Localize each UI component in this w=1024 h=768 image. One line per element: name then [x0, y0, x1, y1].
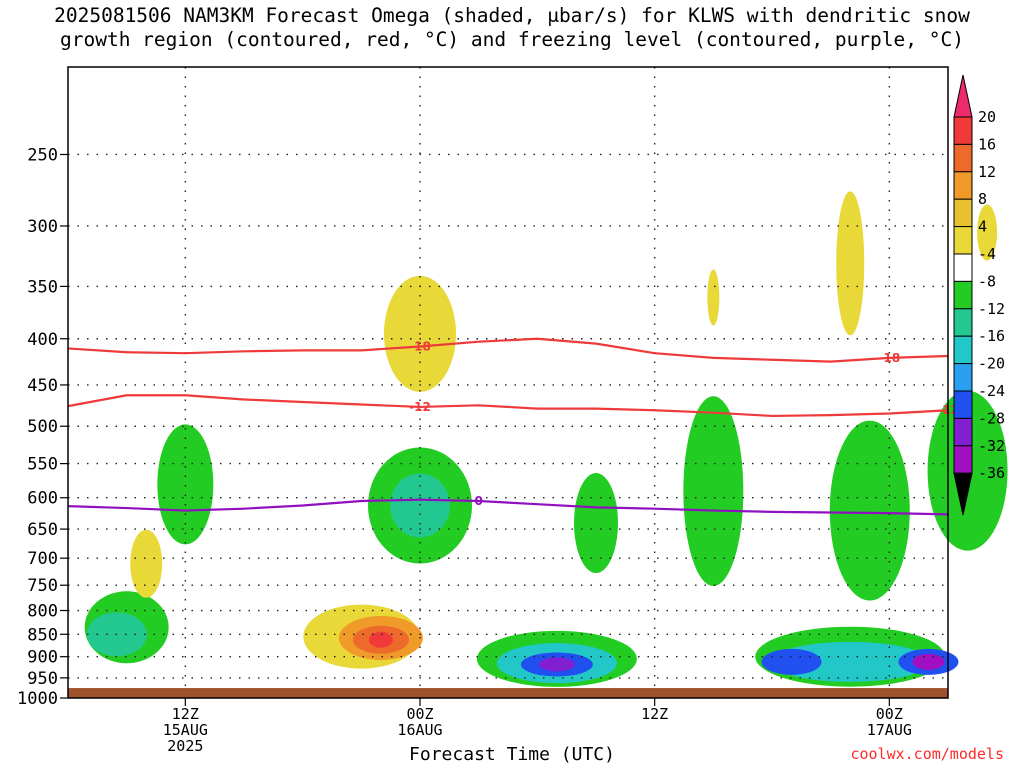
contour-label: -18 [409, 340, 431, 354]
x-tick-label: 12Z [641, 705, 668, 723]
y-tick-label: 350 [27, 277, 58, 297]
x-tick-label: 17AUG [867, 721, 912, 739]
colorbar-swatch [953, 417, 973, 447]
colorbar-label: -8 [978, 272, 996, 290]
x-tick-label: 2025 [167, 737, 203, 755]
colorbar-swatch [953, 253, 973, 282]
contour-line [67, 394, 949, 418]
y-tick-label: 950 [27, 669, 58, 689]
colorbar-label: -4 [978, 245, 996, 263]
contour-line [67, 498, 949, 516]
colorbar-top-arrow [953, 74, 973, 118]
x-tick-label: 16AUG [397, 721, 442, 739]
plot-area: -18 -18 -12 -12 0 [67, 66, 1008, 699]
plot-background [68, 67, 948, 698]
y-tick-label: 1000 [17, 689, 58, 709]
y-tick-label: 700 [27, 549, 58, 569]
colorbar-swatch [953, 226, 973, 255]
y-tick-label: 400 [27, 330, 58, 350]
y-tick-label: 850 [27, 625, 58, 645]
colorbar-label: 12 [978, 163, 996, 181]
x-tick-label: 15AUG [163, 721, 208, 739]
omega-shade [574, 473, 618, 574]
colorbar-label: 8 [978, 190, 987, 208]
y-tick-label: 500 [27, 417, 58, 437]
plot-frame [67, 66, 949, 699]
colorbar-label: -32 [978, 437, 1005, 455]
omega-shade [130, 529, 163, 598]
colorbar-label: 4 [978, 218, 987, 236]
x-tick-label: 00Z [876, 705, 903, 723]
colorbar-swatch [953, 445, 973, 474]
colorbar-swatch [953, 171, 973, 200]
title-line-2: growth region (contoured, red, °C) and f… [60, 28, 964, 51]
chart-title: 2025081506 NAM3KM Forecast Omega (shaded… [0, 4, 1024, 52]
omega-shade [538, 657, 575, 672]
y-tick-label: 800 [27, 602, 58, 622]
y-tick-label: 750 [27, 576, 58, 596]
contour-label: -12 [409, 400, 431, 414]
x-axis-label: Forecast Time (UTC) [409, 744, 615, 765]
y-tick-label: 600 [27, 489, 58, 509]
title-line-1: 2025081506 NAM3KM Forecast Omega (shaded… [54, 4, 970, 27]
y-tick-label: 450 [27, 376, 58, 396]
y-tick-label: 550 [27, 455, 58, 475]
colorbar-swatch [953, 363, 973, 392]
omega-shade [683, 396, 744, 587]
omega-shade [368, 631, 393, 648]
omega-shade [912, 653, 945, 670]
omega-shade [761, 648, 822, 675]
colorbar-label: -16 [978, 327, 1005, 345]
contour-line [67, 337, 949, 363]
omega-shade [707, 269, 720, 326]
colorbar-swatch [953, 143, 973, 173]
y-tick-label: 650 [27, 520, 58, 540]
y-tick-label: 300 [27, 217, 58, 237]
colorbar-label: -12 [978, 300, 1005, 318]
ground-surface [68, 688, 948, 698]
colorbar-swatch [953, 390, 973, 419]
omega-shade [836, 191, 865, 336]
omega-shade [829, 420, 910, 601]
colorbar-swatch [953, 280, 973, 310]
colorbar-bottom-arrow [953, 472, 973, 516]
omega-shade [977, 204, 998, 261]
colorbar-label: -36 [978, 464, 1005, 482]
colorbar-swatch [953, 198, 973, 228]
y-tick-label: 900 [27, 648, 58, 668]
colorbar-label: 16 [978, 135, 996, 153]
contour-label: -18 [878, 351, 900, 365]
y-tick-label: 250 [27, 145, 58, 165]
colorbar-label: 20 [978, 108, 996, 126]
colorbar-label: -24 [978, 382, 1005, 400]
colorbar-label: -28 [978, 409, 1005, 427]
contour-label: 0 [474, 494, 482, 508]
colorbar-swatch [953, 308, 973, 337]
credit-link[interactable]: coolwx.com/models [850, 745, 1004, 763]
x-tick-label: 12Z [172, 705, 199, 723]
colorbar: 20 16 12 8 4 -4 -8 -12 -16 -20 -24 -28 -32 -36 [953, 74, 1005, 516]
x-tick-label: 00Z [406, 705, 433, 723]
colorbar-label: -20 [978, 355, 1005, 373]
colorbar-swatch [953, 335, 973, 365]
colorbar-swatch [953, 116, 973, 145]
omega-shade [157, 424, 214, 545]
